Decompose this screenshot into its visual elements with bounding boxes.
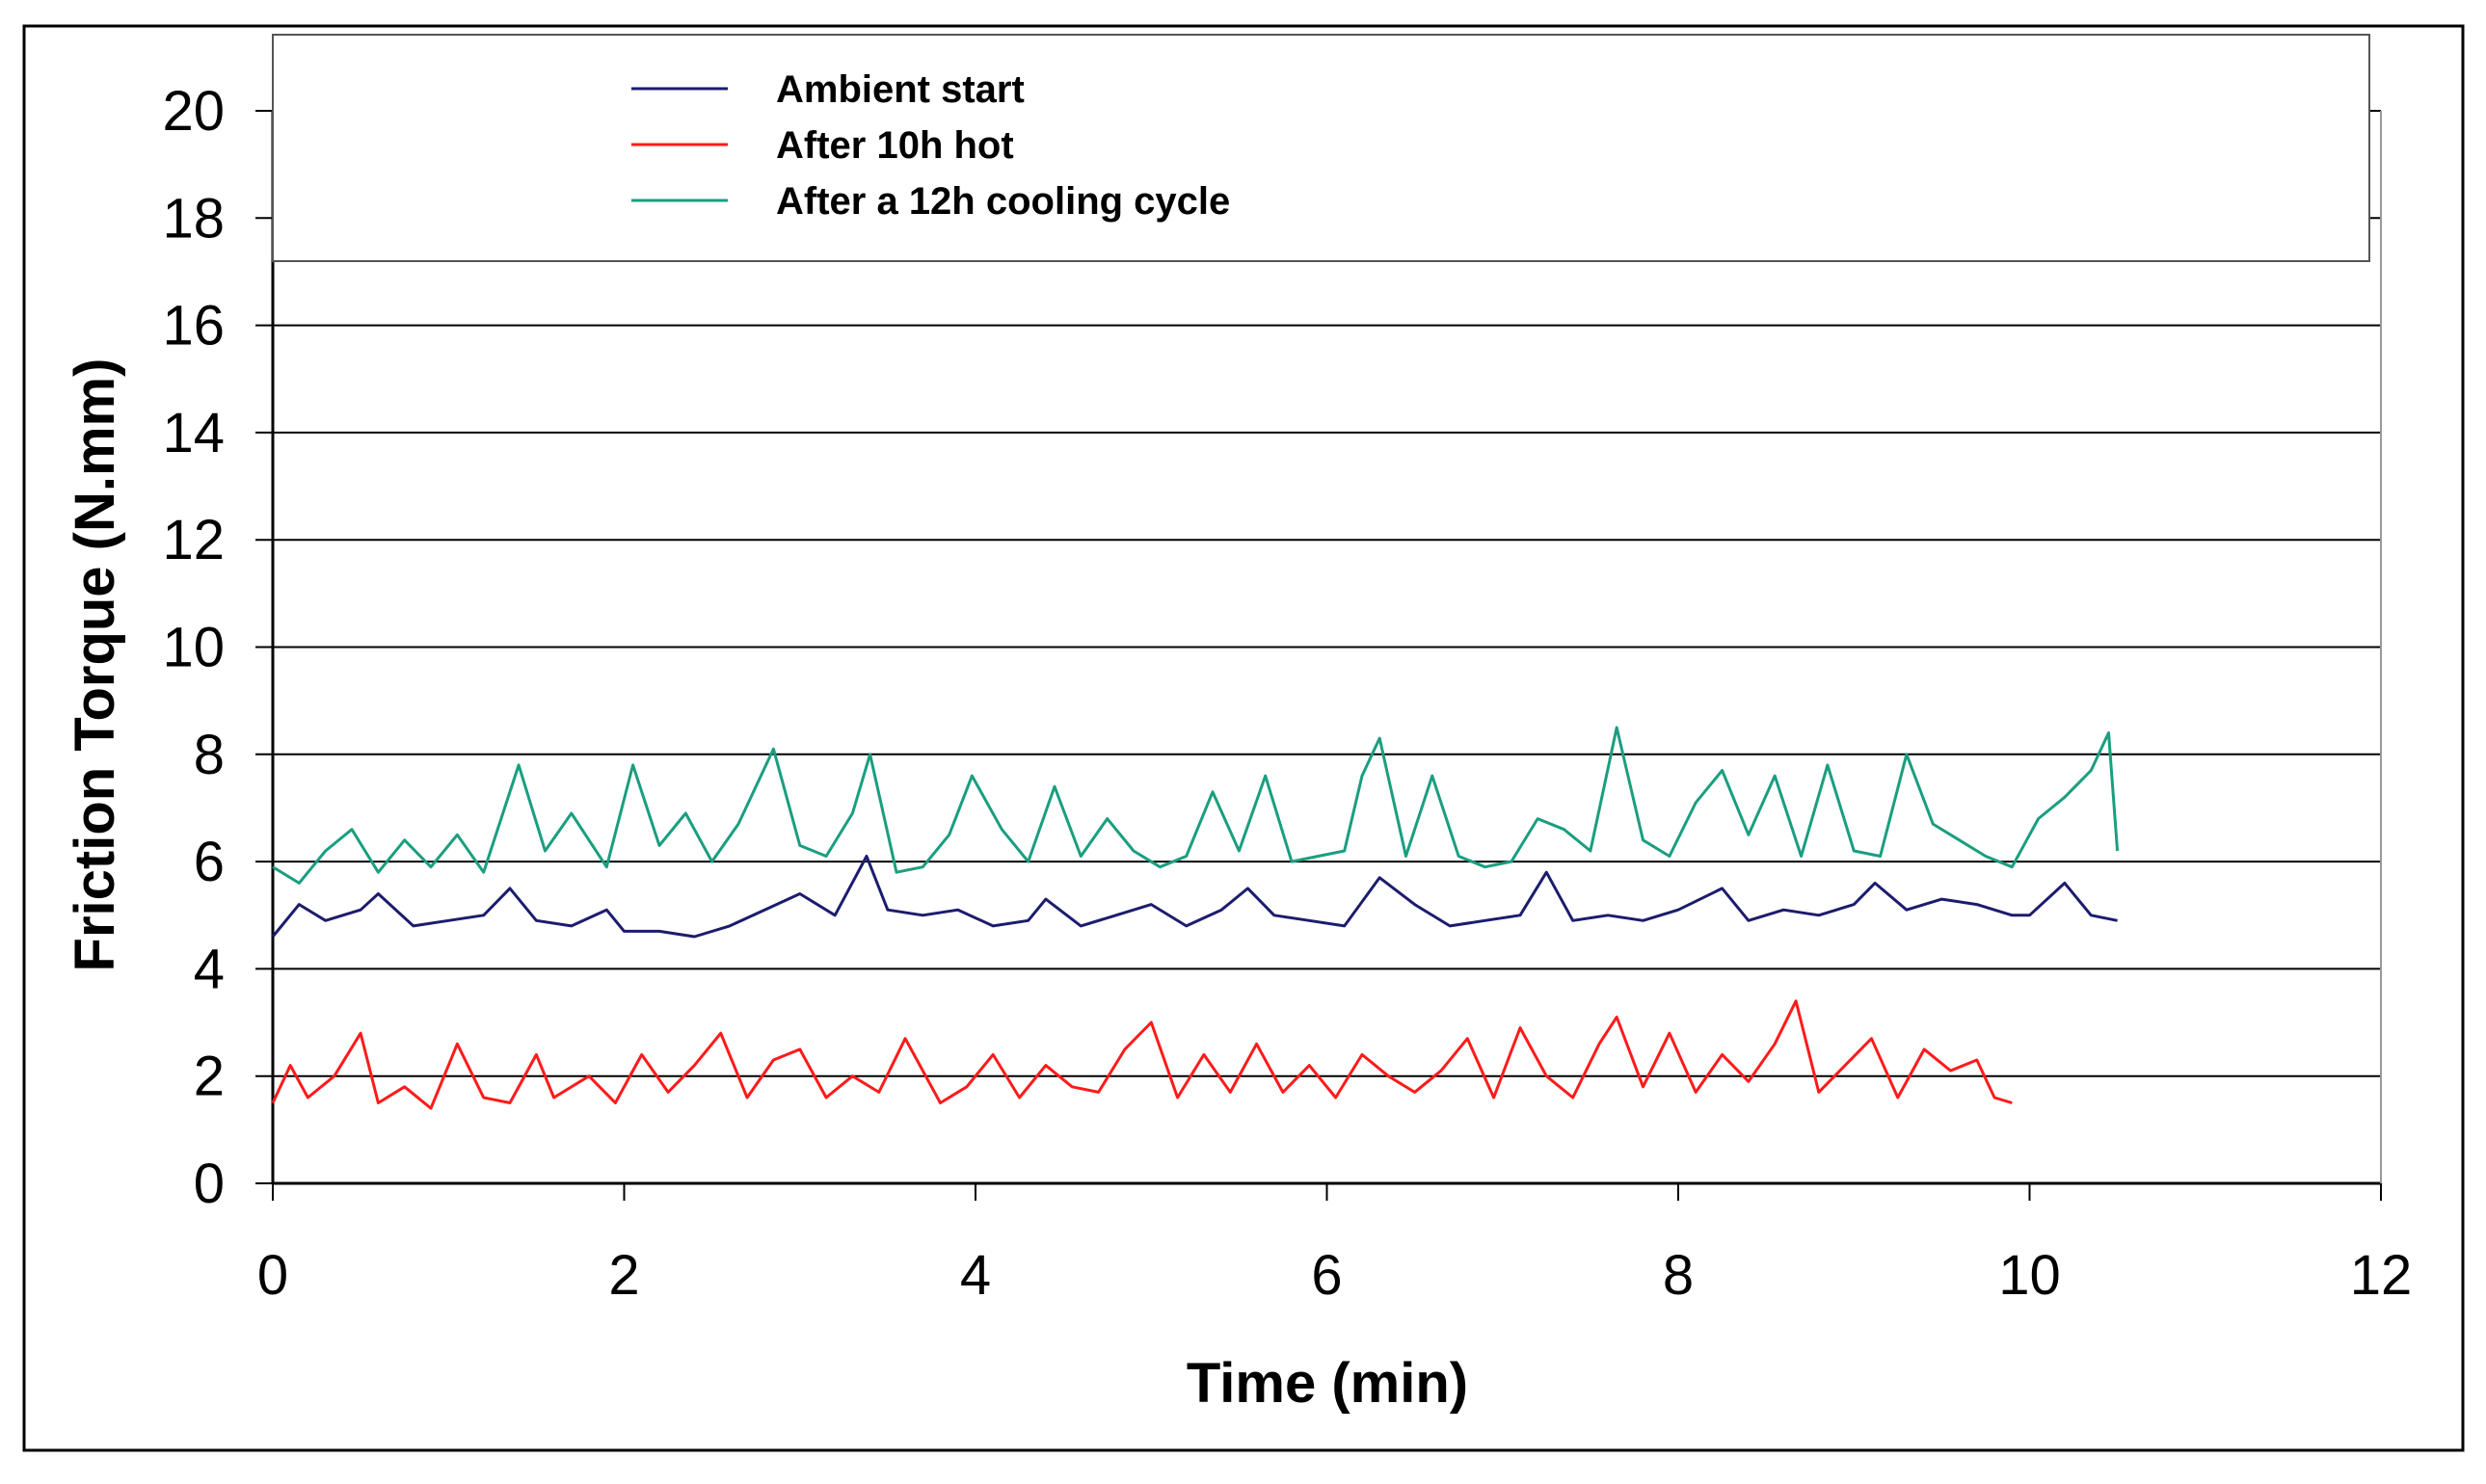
y-tick-label: 12 <box>162 509 225 571</box>
y-tick-label: 14 <box>162 402 225 464</box>
y-axis-title: Friction Torque (N.mm) <box>64 358 126 972</box>
y-tick-label: 16 <box>162 295 225 358</box>
legend-label-3: After a 12h cooling cycle <box>776 180 1230 223</box>
legend-label-2: After 10h hot <box>776 124 1014 167</box>
x-tick-label: 10 <box>1998 1244 2061 1307</box>
series-lines <box>271 726 2120 1110</box>
y-tick-label: 18 <box>162 187 225 250</box>
legend: Ambient start After 10h hot After a 12h co… <box>272 34 2370 262</box>
y-tick-label: 0 <box>194 1153 225 1215</box>
series-line-2 <box>271 999 2013 1110</box>
y-tick-label: 8 <box>194 724 225 786</box>
y-tick-label: 20 <box>162 80 225 143</box>
series-line-3 <box>272 726 2120 885</box>
y-tick-label: 6 <box>194 831 225 893</box>
legend-box <box>272 34 2370 262</box>
y-tick-label: 10 <box>162 617 225 679</box>
y-tick-label: 2 <box>194 1046 225 1108</box>
legend-label-1: Ambient start <box>776 68 1025 111</box>
x-tick-label: 8 <box>1663 1244 1694 1307</box>
series-line-1 <box>271 855 2118 939</box>
x-tick-label: 0 <box>257 1244 288 1307</box>
tick-labels: 0 2 4 6 8 10 12 14 16 18 20 0 2 4 6 8 10 12 <box>162 80 2412 1307</box>
outer-border <box>22 24 2465 1452</box>
x-tick-label: 2 <box>608 1244 639 1307</box>
x-tick-label: 4 <box>960 1244 991 1307</box>
y-tick-label: 4 <box>194 938 225 1000</box>
x-tick-label: 6 <box>1311 1244 1342 1307</box>
x-axis-title: Time (min) <box>1187 1352 1468 1415</box>
axes <box>255 110 2382 1201</box>
x-tick-label: 12 <box>2350 1244 2413 1307</box>
